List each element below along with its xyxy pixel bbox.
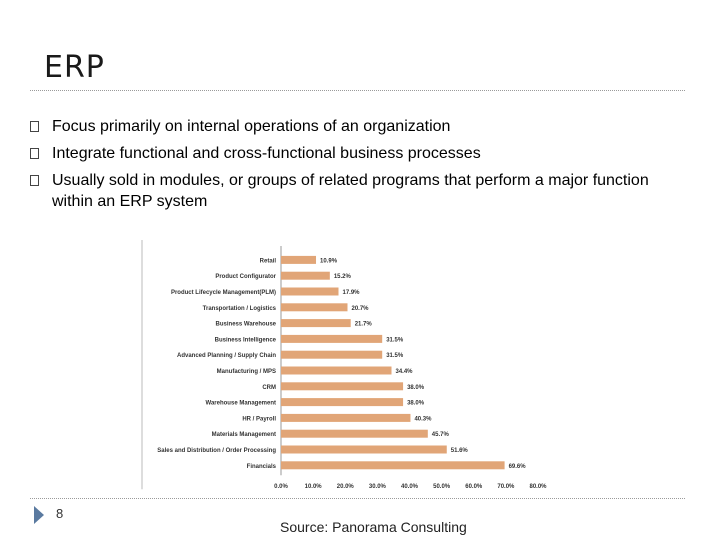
square-bullet-icon [30, 175, 39, 186]
value-label: 40.3% [414, 416, 432, 422]
bullet-list: Focus primarily on internal operations o… [30, 116, 690, 212]
x-tick-label: 30.0% [369, 484, 387, 490]
slide-title: ERP [44, 50, 105, 85]
category-label: Product Lifecycle Management(PLM) [171, 290, 276, 296]
x-tick-label: 0.0% [274, 484, 288, 490]
category-label: HR / Payroll [242, 416, 276, 422]
bar [281, 319, 351, 328]
value-label: 17.9% [343, 290, 361, 296]
category-label: Financials [247, 464, 277, 470]
category-label: Manufacturing / MPS [217, 369, 276, 375]
bar [281, 445, 447, 454]
value-label: 38.0% [407, 385, 425, 391]
x-tick-label: 40.0% [401, 484, 419, 490]
bullet-item: Integrate functional and cross-functiona… [30, 143, 690, 164]
bar [281, 334, 383, 343]
x-tick-label: 80.0% [529, 484, 547, 490]
category-label: Warehouse Management [206, 401, 276, 407]
bullet-text: Focus primarily on internal operations o… [52, 118, 451, 135]
bullet-item: Usually sold in modules, or groups of re… [30, 170, 690, 212]
category-label: Retail [260, 258, 277, 264]
category-label: Materials Management [212, 432, 276, 438]
value-label: 21.7% [355, 322, 373, 328]
category-label: Advanced Planning / Supply Chain [177, 353, 276, 359]
source-caption: Source: Panorama Consulting [280, 519, 467, 535]
category-label: Transportation / Logistics [203, 306, 277, 312]
value-label: 69.6% [509, 464, 527, 470]
footer-divider [30, 498, 685, 499]
value-label: 38.0% [407, 401, 425, 407]
category-label: Sales and Distribution / Order Processin… [157, 448, 276, 454]
x-tick-label: 60.0% [465, 484, 483, 490]
bar [281, 255, 317, 264]
value-label: 15.2% [334, 274, 352, 280]
value-label: 51.6% [451, 448, 469, 454]
erp-modules-bar-chart: Retail 10.9% Product Configurator 15.2% Prod… [141, 240, 547, 490]
value-label: 31.5% [386, 353, 404, 359]
value-label: 10.9% [320, 258, 338, 264]
bullet-text: Integrate functional and cross-functiona… [52, 145, 481, 162]
bar [281, 461, 505, 470]
bar [281, 382, 404, 391]
category-label: Product Configurator [215, 274, 276, 280]
x-tick-label: 50.0% [433, 484, 451, 490]
slide-arrow-icon [34, 506, 44, 524]
value-label: 45.7% [432, 432, 450, 438]
bar [281, 366, 392, 375]
category-label: CRM [262, 385, 276, 391]
category-label: Business Intelligence [215, 337, 277, 343]
value-label: 34.4% [396, 369, 414, 375]
title-divider [30, 90, 685, 91]
square-bullet-icon [30, 148, 39, 159]
bar [281, 413, 411, 422]
page-number: 8 [56, 506, 64, 521]
bar [281, 287, 339, 296]
bar [281, 398, 404, 407]
category-label: Business Warehouse [216, 322, 277, 328]
bar [281, 350, 383, 359]
value-label: 20.7% [351, 306, 369, 312]
x-tick-label: 10.0% [305, 484, 323, 490]
x-tick-label: 70.0% [497, 484, 515, 490]
value-label: 31.5% [386, 337, 404, 343]
square-bullet-icon [30, 121, 39, 132]
bar [281, 271, 330, 280]
bar [281, 303, 348, 312]
x-tick-label: 20.0% [337, 484, 355, 490]
bar [281, 429, 428, 438]
bullet-text: Usually sold in modules, or groups of re… [52, 172, 649, 210]
bullet-item: Focus primarily on internal operations o… [30, 116, 690, 137]
